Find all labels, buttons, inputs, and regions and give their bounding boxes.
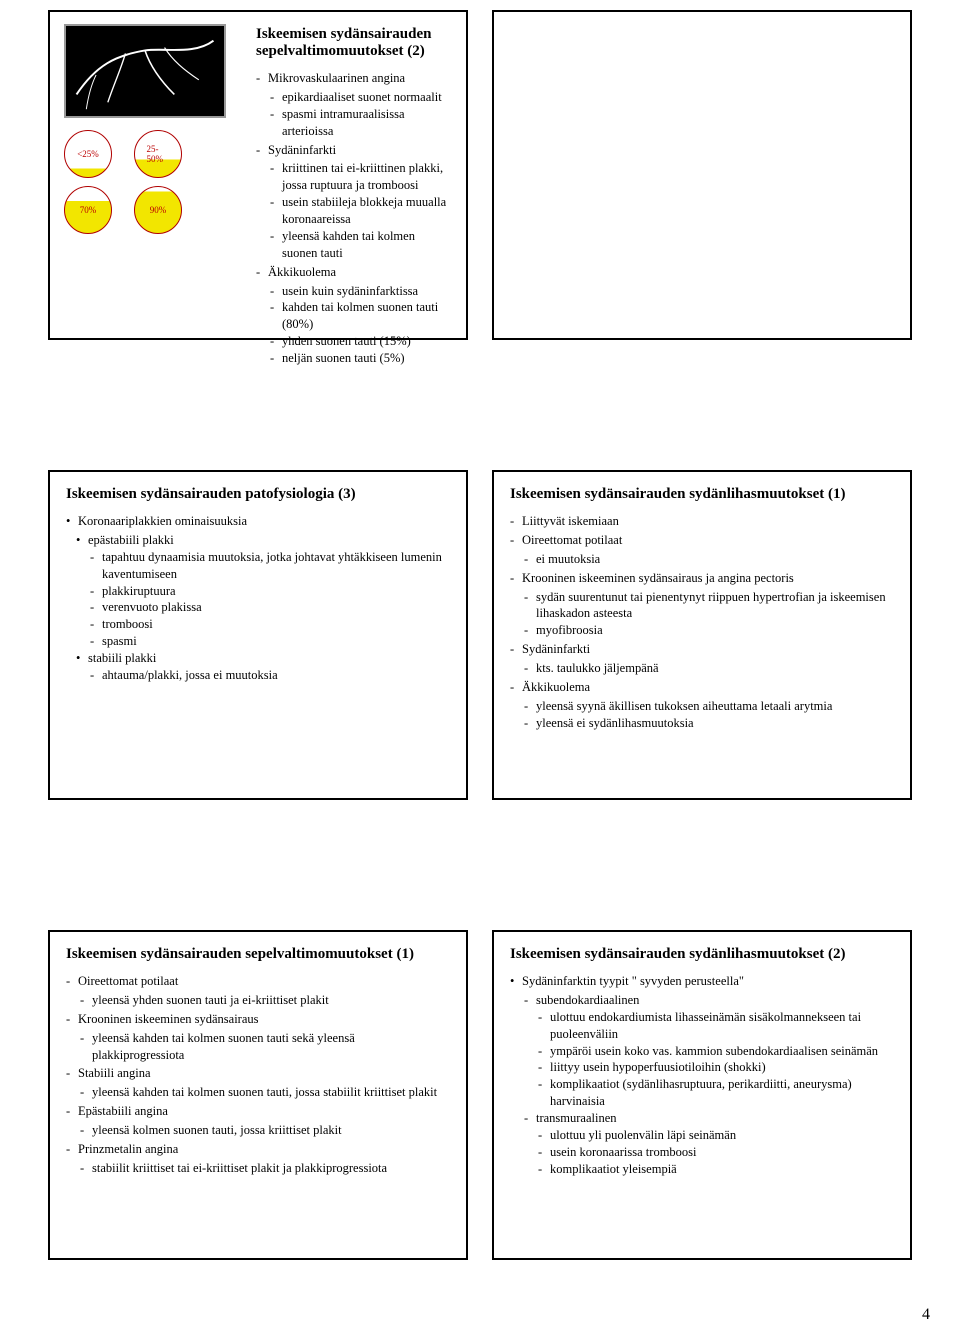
list-item: Oireettomat potilaat — [510, 532, 894, 549]
list-item: yleensä yhden suonen tauti ja ei-kriitti… — [80, 992, 450, 1009]
list-item: tapahtuu dynaamisia muutoksia, jotka joh… — [90, 549, 450, 583]
list-item: usein koronaarissa tromboosi — [538, 1144, 894, 1161]
slide-5: Iskeemisen sydänsairauden sepelvaltimomu… — [48, 930, 468, 1260]
slide-6-list: Sydäninfarktin tyypit " syvyden perustee… — [510, 973, 894, 1178]
list-item: spasmi — [90, 633, 450, 650]
slide-3: Iskeemisen sydänsairauden patofysiologia… — [48, 470, 468, 800]
slide-5-list: Oireettomat potilaat yleensä yhden suonen… — [66, 973, 450, 1177]
slide-4: Iskeemisen sydänsairauden sydänlihasmuut… — [492, 470, 912, 800]
angiogram-image — [64, 24, 226, 118]
list-item: komplikaatiot (sydänlihasruptuura, perik… — [538, 1076, 894, 1110]
list-item: epikardiaaliset suonet normaalit — [270, 89, 450, 106]
slide-5-title: Iskeemisen sydänsairauden sepelvaltimomu… — [66, 946, 450, 963]
list-item: yhden suonen tauti (15%) — [270, 333, 450, 350]
list-item: tromboosi — [90, 616, 450, 633]
stenosis-pies: <25% 25-50% 70% 90% — [64, 130, 244, 236]
slide-3-list: Koronaariplakkien ominaisuuksia epästabii… — [66, 513, 450, 684]
list-item: transmuraalinen — [524, 1110, 894, 1127]
list-item: ympäröi usein koko vas. kammion subendok… — [538, 1043, 894, 1060]
slide-6: Iskeemisen sydänsairauden sydänlihasmuut… — [492, 930, 912, 1260]
list-item: sydän suurentunut tai pienentynyt riippu… — [524, 589, 894, 623]
stenosis-pie-label: 90% — [150, 205, 167, 215]
list-item: kriittinen tai ei-kriittinen plakki, jos… — [270, 160, 450, 194]
list-item: verenvuoto plakissa — [90, 599, 450, 616]
slide-1-figure-area: <25% 25-50% 70% 90% — [64, 24, 244, 236]
list-item: stabiili plakki — [76, 650, 450, 667]
page-number: 4 — [922, 1306, 930, 1324]
stenosis-pie-label: 70% — [80, 205, 97, 215]
slide-4-list: Liittyvät iskemiaan Oireettomat potilaat e… — [510, 513, 894, 732]
slide-2 — [492, 10, 912, 340]
list-item: yleensä kolmen suonen tauti, jossa kriit… — [80, 1122, 450, 1139]
list-item: Prinzmetalin angina — [66, 1141, 450, 1158]
list-item: myofibroosia — [524, 622, 894, 639]
list-item: Koronaariplakkien ominaisuuksia — [66, 513, 450, 530]
list-item: kahden tai kolmen suonen tauti (80%) — [270, 299, 450, 333]
list-item: ulottuu endokardiumista lihasseinämän si… — [538, 1009, 894, 1043]
stenosis-pie-label: 25-50% — [147, 144, 170, 164]
list-item: Liittyvät iskemiaan — [510, 513, 894, 530]
list-item: ulottuu yli puolenvälin läpi seinämän — [538, 1127, 894, 1144]
stenosis-pie: 90% — [134, 186, 182, 234]
stenosis-pie: 25-50% — [134, 130, 182, 178]
list-item: Äkkikuolema — [510, 679, 894, 696]
list-item: liittyy usein hypoperfuusiotiloihin (sho… — [538, 1059, 894, 1076]
list-item: usein stabiileja blokkeja muualla korona… — [270, 194, 450, 228]
list-item: komplikaatiot yleisempiä — [538, 1161, 894, 1178]
list-item: yleensä kahden tai kolmen suonen tauti s… — [80, 1030, 450, 1064]
list-item: kts. taulukko jäljempänä — [524, 660, 894, 677]
list-item: epästabiili plakki — [76, 532, 450, 549]
slide-6-title: Iskeemisen sydänsairauden sydänlihasmuut… — [510, 946, 894, 963]
list-item: yleensä kahden tai kolmen suonen tauti — [270, 228, 450, 262]
slide-1-title: Iskeemisen sydänsairauden sepelvaltimomu… — [256, 26, 450, 60]
list-item: yleensä syynä äkillisen tukoksen aiheutt… — [524, 698, 894, 715]
list-item: Epästabiili angina — [66, 1103, 450, 1120]
list-item: ei muutoksia — [524, 551, 894, 568]
stenosis-pie-label: <25% — [77, 149, 99, 159]
slide-1: <25% 25-50% 70% 90% Iskeemisen sydänsairaud… — [48, 10, 468, 340]
list-item: Krooninen iskeeminen sydänsairaus — [66, 1011, 450, 1028]
list-item: stabiilit kriittiset tai ei-kriittiset p… — [80, 1160, 450, 1177]
list-item: usein kuin sydäninfarktissa — [270, 283, 450, 300]
list-item: plakkiruptuura — [90, 583, 450, 600]
slide-1-list: Mikrovaskulaarinen angina epikardiaaliset… — [256, 70, 450, 367]
list-item: Krooninen iskeeminen sydänsairaus ja ang… — [510, 570, 894, 587]
list-item: Sydäninfarkti — [510, 641, 894, 658]
list-item: Oireettomat potilaat — [66, 973, 450, 990]
list-item: spasmi intramuraalisissa arterioissa — [270, 106, 450, 140]
list-item: Mikrovaskulaarinen angina — [256, 70, 450, 87]
list-item: Stabiili angina — [66, 1065, 450, 1082]
slide-4-title: Iskeemisen sydänsairauden sydänlihasmuut… — [510, 486, 894, 503]
list-item: neljän suonen tauti (5%) — [270, 350, 450, 367]
list-item: Sydäninfarkti — [256, 142, 450, 159]
list-item: Äkkikuolema — [256, 264, 450, 281]
list-item: ahtauma/plakki, jossa ei muutoksia — [90, 667, 450, 684]
list-item: subendokardiaalinen — [524, 992, 894, 1009]
stenosis-pie: <25% — [64, 130, 112, 178]
list-item: yleensä kahden tai kolmen suonen tauti, … — [80, 1084, 450, 1101]
page: <25% 25-50% 70% 90% Iskeemisen sydänsairaud… — [0, 0, 960, 1336]
list-item: Sydäninfarktin tyypit " syvyden perustee… — [510, 973, 894, 990]
stenosis-pie: 70% — [64, 186, 112, 234]
list-item: yleensä ei sydänlihasmuutoksia — [524, 715, 894, 732]
slide-3-title: Iskeemisen sydänsairauden patofysiologia… — [66, 486, 450, 503]
